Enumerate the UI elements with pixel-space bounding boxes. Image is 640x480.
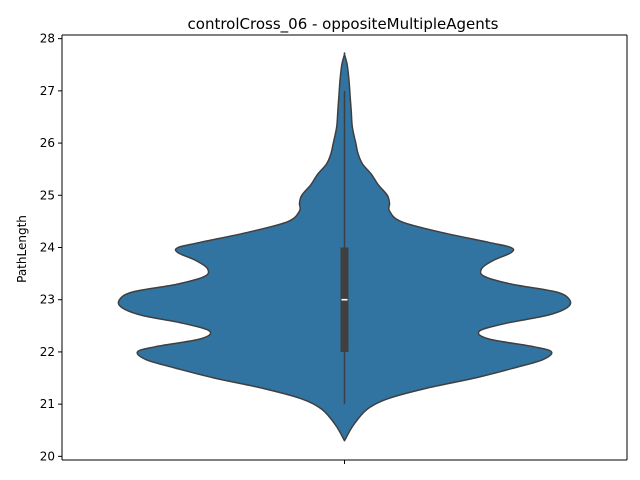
- y-tick-label: 27: [40, 84, 55, 98]
- y-tick-label: 25: [40, 188, 55, 202]
- y-tick-label: 28: [40, 32, 55, 46]
- y-tick-label: 20: [40, 449, 55, 463]
- y-tick-label: 26: [40, 136, 55, 150]
- chart-title: controlCross_06 - oppositeMultipleAgents: [188, 15, 499, 34]
- y-axis: 20 21 22 23 24 25 26 27 28: [40, 32, 628, 463]
- y-tick-label: 23: [40, 293, 55, 307]
- y-axis-label: PathLength: [15, 215, 29, 283]
- plot-area: [117, 52, 572, 442]
- x-axis: [62, 34, 627, 464]
- y-tick-label: 22: [40, 345, 55, 359]
- y-tick-label: 24: [40, 241, 55, 255]
- y-tick-label: 21: [40, 397, 55, 411]
